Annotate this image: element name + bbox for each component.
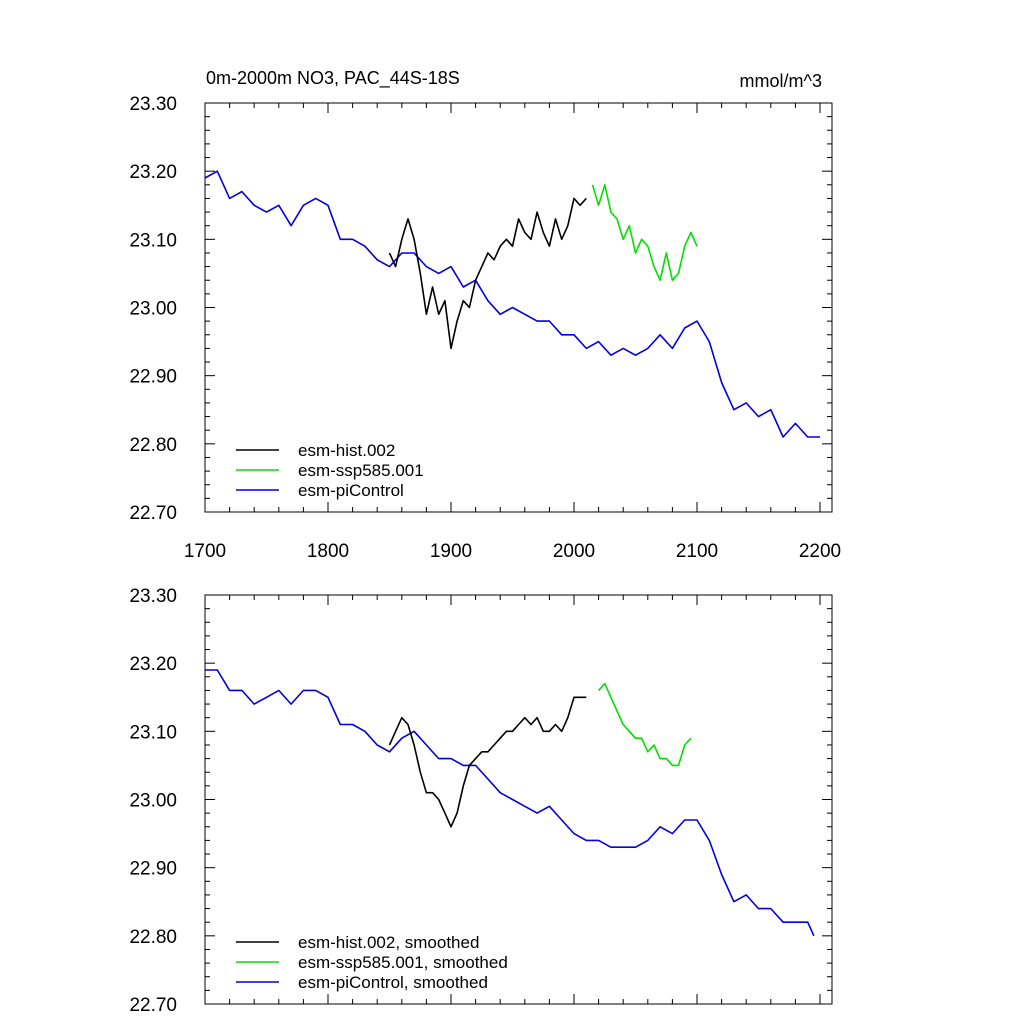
y-tick-label: 23.00 — [129, 299, 177, 320]
x-tick-label: 2200 — [799, 541, 841, 562]
x-tick-label: 1700 — [184, 541, 226, 562]
x-tick-label: 2100 — [676, 541, 718, 562]
series-line-2 — [205, 669, 815, 937]
y-tick-label: 23.20 — [129, 654, 177, 675]
x-tick-label: 2000 — [553, 541, 595, 562]
y-tick-label: 22.90 — [129, 367, 177, 388]
y-tick-label: 23.30 — [129, 94, 177, 115]
x-tick-label: 1800 — [307, 541, 349, 562]
legend-label: esm-hist.002, smoothed — [298, 933, 479, 952]
y-tick-label: 23.30 — [129, 586, 177, 607]
legend-label: esm-ssp585.001 — [298, 461, 424, 480]
y-tick-label: 22.80 — [129, 435, 177, 456]
bottom-panel: 22.70 22.80 22.90 23.00 23.10 23.20 23.30 esm-h… — [129, 586, 833, 1016]
legend-label: esm-ssp585.001, smoothed — [298, 953, 508, 972]
series-line-2 — [204, 170, 820, 438]
x-axis: 1700 1800 1900 2000 2100 2200 — [184, 103, 841, 562]
series-line-1 — [598, 682, 692, 767]
x-axis — [204, 595, 821, 1004]
units-label: mmol/m^3 — [740, 71, 822, 91]
y-axis: 22.70 22.80 22.90 23.00 23.10 23.20 23.30 — [129, 586, 832, 1016]
legend-label: esm-hist.002 — [298, 441, 395, 460]
series-line-0 — [388, 197, 587, 350]
chart-title: 0m-2000m NO3, PAC_44S-18S — [206, 68, 460, 89]
series-line-1 — [591, 184, 698, 282]
y-tick-label: 22.80 — [129, 927, 177, 948]
legend-label: esm-piControl, smoothed — [298, 973, 488, 992]
series-line-0 — [388, 696, 587, 828]
y-tick-label: 22.90 — [129, 859, 177, 880]
y-tick-label: 23.10 — [129, 722, 177, 743]
legend-label: esm-piControl — [298, 481, 404, 500]
y-tick-label: 23.00 — [129, 791, 177, 812]
x-tick-label: 1900 — [430, 541, 472, 562]
y-tick-label: 22.70 — [129, 995, 177, 1016]
y-tick-label: 22.70 — [129, 503, 177, 524]
y-tick-label: 23.20 — [129, 162, 177, 183]
y-tick-label: 23.10 — [129, 230, 177, 251]
y-axis: 22.70 22.80 22.90 23.00 23.10 23.20 23.30 — [129, 94, 832, 524]
